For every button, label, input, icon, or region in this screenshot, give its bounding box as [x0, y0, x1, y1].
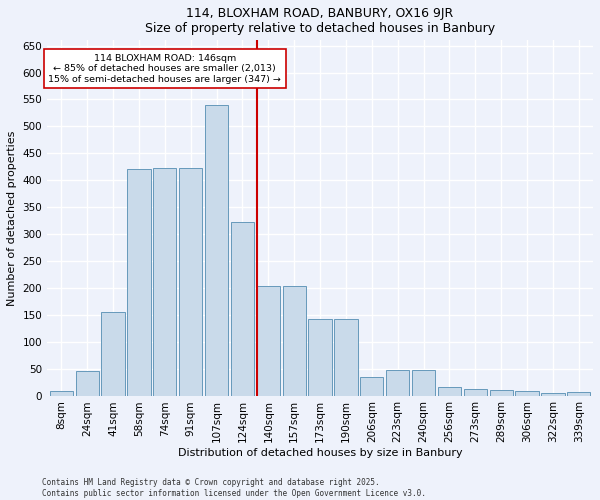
- Bar: [153, 168, 176, 396]
- Bar: [334, 318, 358, 396]
- Bar: [490, 390, 513, 396]
- Y-axis label: Number of detached properties: Number of detached properties: [7, 130, 17, 306]
- Bar: [231, 222, 254, 396]
- Bar: [438, 388, 461, 396]
- Text: Contains HM Land Registry data © Crown copyright and database right 2025.
Contai: Contains HM Land Registry data © Crown c…: [42, 478, 426, 498]
- Bar: [308, 318, 332, 396]
- Bar: [360, 376, 383, 396]
- Bar: [127, 170, 151, 396]
- Bar: [283, 286, 306, 396]
- Bar: [179, 168, 202, 396]
- Bar: [257, 286, 280, 396]
- Title: 114, BLOXHAM ROAD, BANBURY, OX16 9JR
Size of property relative to detached house: 114, BLOXHAM ROAD, BANBURY, OX16 9JR Siz…: [145, 7, 495, 35]
- Bar: [386, 370, 409, 396]
- Bar: [76, 372, 99, 396]
- Text: 114 BLOXHAM ROAD: 146sqm
← 85% of detached houses are smaller (2,013)
15% of sem: 114 BLOXHAM ROAD: 146sqm ← 85% of detach…: [49, 54, 281, 84]
- Bar: [464, 388, 487, 396]
- Bar: [515, 391, 539, 396]
- Bar: [205, 105, 228, 396]
- X-axis label: Distribution of detached houses by size in Banbury: Distribution of detached houses by size …: [178, 448, 463, 458]
- Bar: [412, 370, 435, 396]
- Bar: [50, 391, 73, 396]
- Bar: [541, 393, 565, 396]
- Bar: [101, 312, 125, 396]
- Bar: [567, 392, 590, 396]
